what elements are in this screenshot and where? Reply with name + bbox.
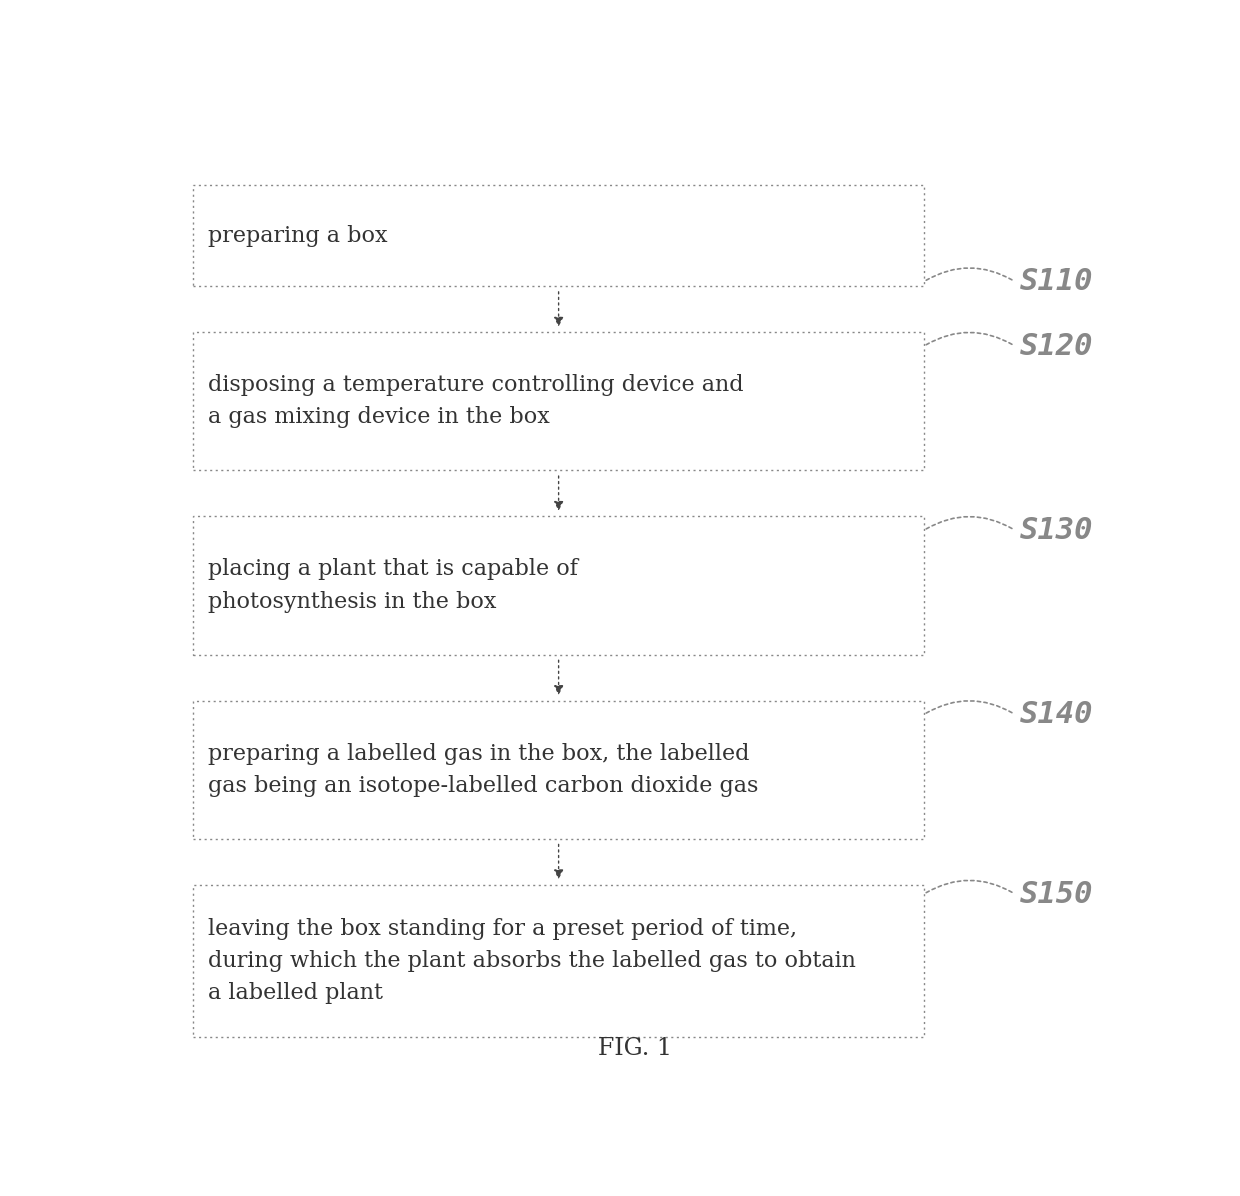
Text: S150: S150 bbox=[1019, 879, 1094, 909]
Polygon shape bbox=[193, 701, 924, 838]
Text: placing a plant that is capable of
photosynthesis in the box: placing a plant that is capable of photo… bbox=[208, 559, 578, 612]
FancyArrowPatch shape bbox=[926, 701, 1013, 713]
Polygon shape bbox=[193, 517, 924, 654]
Text: S140: S140 bbox=[1019, 700, 1094, 730]
Text: S130: S130 bbox=[1019, 515, 1094, 545]
Text: S110: S110 bbox=[1019, 267, 1094, 297]
Text: preparing a labelled gas in the box, the labelled
gas being an isotope-labelled : preparing a labelled gas in the box, the… bbox=[208, 743, 758, 797]
Text: S120: S120 bbox=[1019, 331, 1094, 361]
FancyArrowPatch shape bbox=[926, 517, 1013, 529]
FancyArrowPatch shape bbox=[926, 332, 1013, 344]
Polygon shape bbox=[193, 185, 924, 286]
Text: preparing a box: preparing a box bbox=[208, 225, 387, 246]
Text: disposing a temperature controlling device and
a gas mixing device in the box: disposing a temperature controlling devi… bbox=[208, 374, 744, 428]
Polygon shape bbox=[193, 332, 924, 470]
FancyArrowPatch shape bbox=[926, 268, 1013, 280]
Text: leaving the box standing for a preset period of time,
during which the plant abs: leaving the box standing for a preset pe… bbox=[208, 917, 856, 1003]
Polygon shape bbox=[193, 885, 924, 1037]
FancyArrowPatch shape bbox=[926, 880, 1013, 892]
Text: FIG. 1: FIG. 1 bbox=[599, 1037, 672, 1060]
